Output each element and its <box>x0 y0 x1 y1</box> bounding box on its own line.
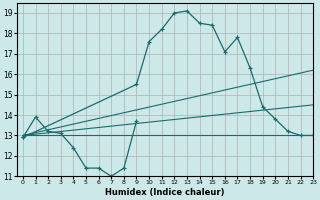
X-axis label: Humidex (Indice chaleur): Humidex (Indice chaleur) <box>105 188 225 197</box>
